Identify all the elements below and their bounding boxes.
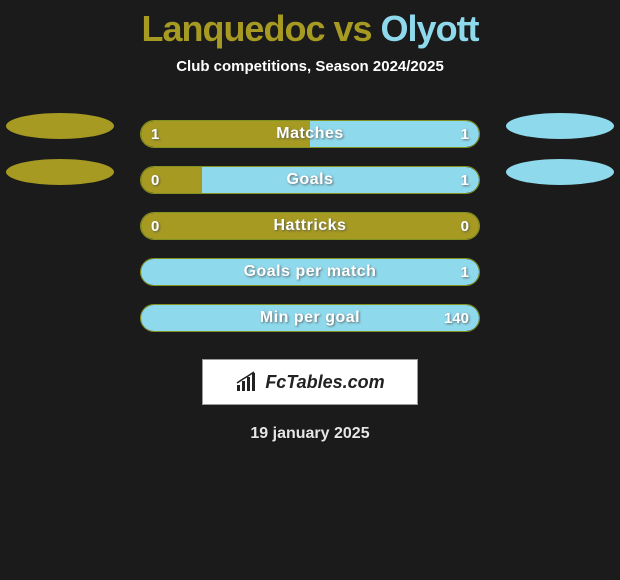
date-label: 19 january 2025 <box>0 425 620 443</box>
stat-row: Min per goal140 <box>0 295 620 341</box>
player2-oval <box>506 113 614 139</box>
stat-value-left: 0 <box>151 218 159 235</box>
stat-row: Goals per match1 <box>0 249 620 295</box>
player2-oval <box>506 159 614 185</box>
bars-chart-icon <box>235 371 261 393</box>
logo-inner: FcTables.com <box>235 371 384 393</box>
stat-label: Goals <box>141 171 479 189</box>
page-title: Lanquedoc vs Olyott <box>0 0 620 50</box>
player1-oval <box>6 159 114 185</box>
stat-value-right: 1 <box>461 172 469 189</box>
stat-bar: Matches1 1 <box>140 120 480 148</box>
logo-text: FcTables.com <box>265 372 384 393</box>
stat-bar: Goals0 1 <box>140 166 480 194</box>
stat-bar: Hattricks0 0 <box>140 212 480 240</box>
container: Lanquedoc vs Olyott Club competitions, S… <box>0 0 620 580</box>
stat-label: Matches <box>141 125 479 143</box>
vs-label: vs <box>333 8 371 49</box>
stat-label: Hattricks <box>141 217 479 235</box>
player1-name: Lanquedoc <box>141 8 324 49</box>
stat-value-right: 0 <box>461 218 469 235</box>
stat-value-right: 1 <box>461 126 469 143</box>
stat-value-left: 0 <box>151 172 159 189</box>
stat-value-right: 140 <box>444 310 469 327</box>
player2-name: Olyott <box>381 8 479 49</box>
stat-row: Goals0 1 <box>0 157 620 203</box>
stat-value-left: 1 <box>151 126 159 143</box>
logo-box[interactable]: FcTables.com <box>202 359 418 405</box>
stat-value-right: 1 <box>461 264 469 281</box>
stat-row: Hattricks0 0 <box>0 203 620 249</box>
stat-label: Min per goal <box>141 309 479 327</box>
player1-oval <box>6 113 114 139</box>
stats-rows: Matches11Goals01Hattricks00Goals per mat… <box>0 111 620 341</box>
stat-row: Matches1 1 <box>0 111 620 157</box>
stat-bar: Min per goal140 <box>140 304 480 332</box>
stat-bar: Goals per match1 <box>140 258 480 286</box>
subtitle: Club competitions, Season 2024/2025 <box>0 58 620 75</box>
stat-label: Goals per match <box>141 263 479 281</box>
